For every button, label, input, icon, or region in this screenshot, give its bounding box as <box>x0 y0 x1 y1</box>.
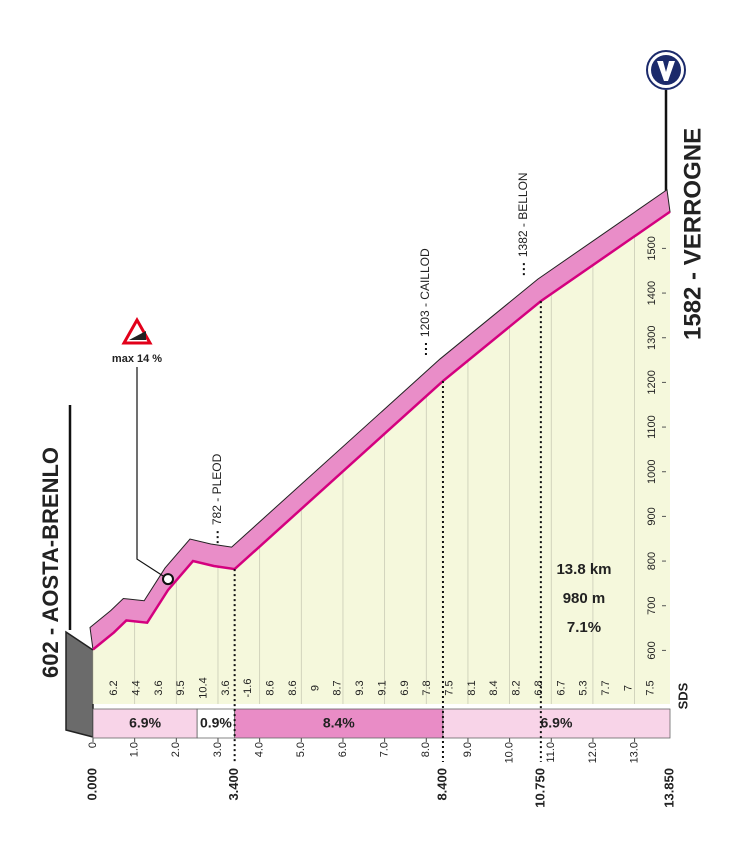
gradient-label: 8.6 <box>265 680 277 695</box>
start-block <box>65 630 94 738</box>
y-tick-label: 1200 <box>646 370 658 394</box>
y-tick-label: 1300 <box>646 325 658 349</box>
gradient-label: 8.7 <box>332 680 344 695</box>
y-tick-label: 600 <box>646 641 658 659</box>
y-tick-label: 1400 <box>646 281 658 305</box>
gradient-label: 10.4 <box>198 677 210 698</box>
x-tick-label: 11.0 <box>545 742 557 763</box>
gradient-label: 9.1 <box>376 680 388 695</box>
y-tick-label: 700 <box>646 597 658 615</box>
profile-area <box>93 211 670 705</box>
gradient-label: 9.3 <box>354 680 366 695</box>
section-bar <box>92 708 198 739</box>
x-tick-label: 12.0 <box>587 742 599 763</box>
key-label: 3.400 <box>226 768 241 801</box>
x-tick-label: 0 <box>87 742 99 748</box>
waypoint-label: 782 - PLEOD <box>210 453 224 525</box>
gradient-label: 3.6 <box>220 680 232 695</box>
section-label: 0.9% <box>200 715 232 731</box>
x-tick-label: 8.0 <box>420 742 432 757</box>
x-tick-label: 4.0 <box>254 742 266 757</box>
gradient-label: 4.4 <box>130 680 142 695</box>
key-label: 10.750 <box>532 768 547 808</box>
gradient-label: 7.8 <box>421 680 433 695</box>
x-tick-label: 13.0 <box>628 742 640 763</box>
section-bar <box>442 708 671 739</box>
gradient-label: 6.2 <box>108 680 120 695</box>
max-gradient-pointer <box>136 367 169 580</box>
gradient-label: 7 <box>622 685 634 691</box>
gradient-label: 5.3 <box>578 680 590 695</box>
gradient-label: 9.5 <box>175 680 187 695</box>
gradient-label: 3.6 <box>153 680 165 695</box>
gradient-label: 6.7 <box>555 680 567 695</box>
summary-text: 7.1% <box>567 619 601 636</box>
gradient-label: 7.7 <box>600 680 612 695</box>
x-tick-label: 2.0 <box>170 742 182 757</box>
section-label: 6.9% <box>129 715 161 731</box>
summary-text: 13.8 km <box>556 561 611 578</box>
x-tick-label: 1.0 <box>129 742 141 757</box>
max-gradient-label: max 14 % <box>112 353 162 365</box>
key-label: 8.400 <box>434 768 449 801</box>
gradient-label: 7.5 <box>443 680 455 695</box>
logo: SDS <box>675 682 690 709</box>
y-tick-label: 900 <box>646 507 658 525</box>
finish-label: 1582 - VERROGNE <box>679 128 706 340</box>
gradient-label: 8.4 <box>488 680 500 695</box>
warning-slope <box>129 331 146 340</box>
gradient-label: 6.8 <box>533 680 545 695</box>
section-bar <box>234 708 444 739</box>
gradient-label: -1.6 <box>242 679 254 698</box>
start-label: 602 - AOSTA-BRENLO <box>38 447 63 678</box>
x-tick-label: 6.0 <box>337 742 349 757</box>
gradient-label: 8.2 <box>511 680 523 695</box>
x-tick-label: 3.0 <box>212 742 224 757</box>
y-tick-label: 1000 <box>646 459 658 483</box>
gradient-label: 8.6 <box>287 680 299 695</box>
profile-line <box>92 210 671 651</box>
waypoint-label: 1203 - CAILLOD <box>418 248 432 337</box>
waypoint-label: 1382 - BELLON <box>516 172 530 257</box>
gradient-label: 8.1 <box>466 680 478 695</box>
gradient-label: 7.5 <box>645 680 657 695</box>
x-tick-label: 9.0 <box>462 742 474 757</box>
x-tick-label: 5.0 <box>295 742 307 757</box>
section-label: 6.9% <box>541 715 573 731</box>
y-tick-label: 1100 <box>646 415 658 439</box>
max-gradient-marker <box>161 573 174 586</box>
section-label: 8.4% <box>323 715 355 731</box>
y-tick-label: 800 <box>646 552 658 570</box>
y-tick-label: 1500 <box>646 236 658 260</box>
gradient-label: 9 <box>309 685 321 691</box>
gradient-label: 6.9 <box>399 680 411 695</box>
x-tick-label: 10.0 <box>504 742 516 763</box>
summary-text: 980 m <box>563 590 606 607</box>
x-tick-label: 7.0 <box>379 742 391 757</box>
key-label: 13.850 <box>661 768 676 808</box>
finish-icon <box>646 50 686 90</box>
key-label: 0.000 <box>84 768 99 801</box>
